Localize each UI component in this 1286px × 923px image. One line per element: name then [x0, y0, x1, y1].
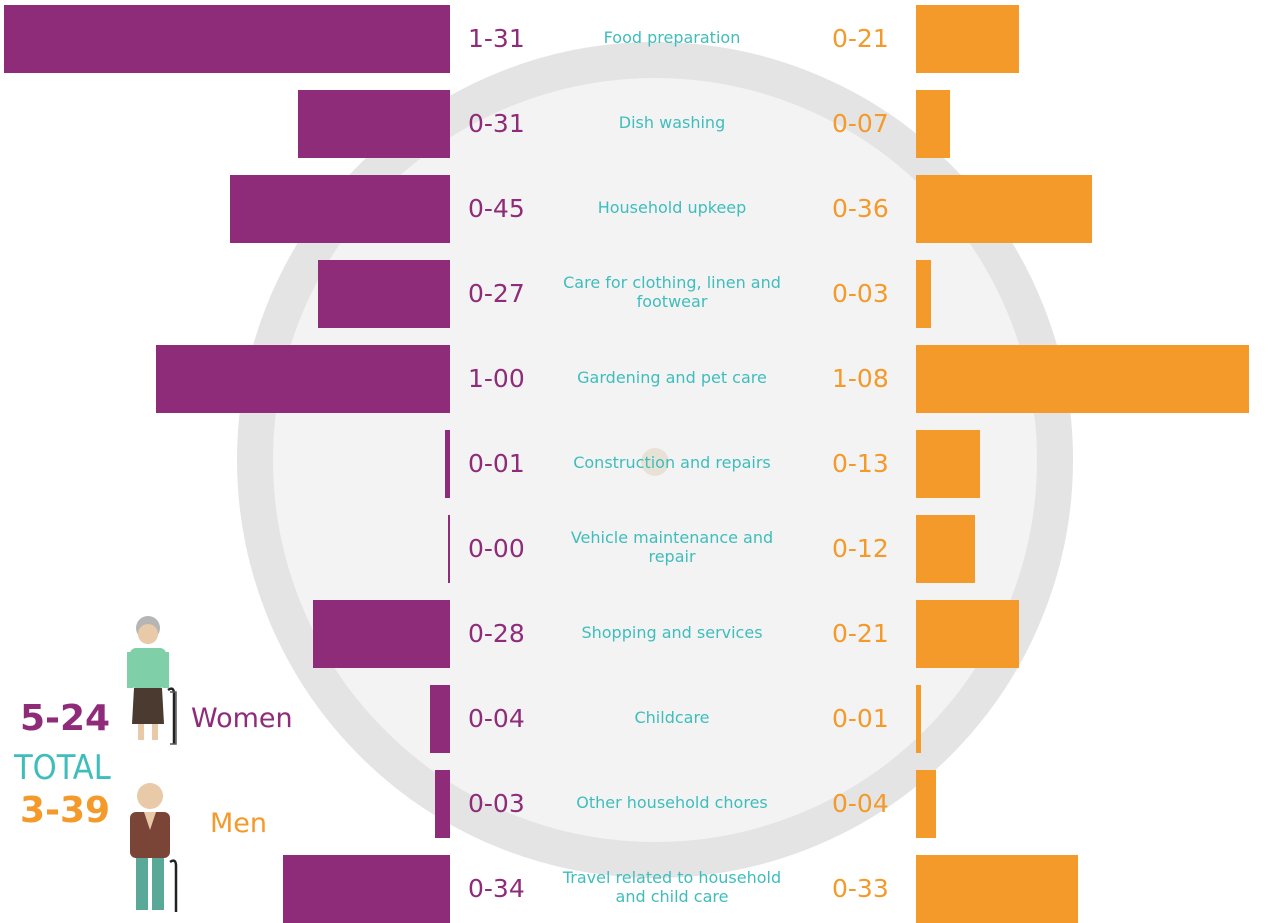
- bar: [283, 855, 450, 923]
- category-label: Care for clothing, linen and footwear: [563, 273, 781, 311]
- value-label: 0-31: [468, 109, 525, 138]
- value-label: 0-45: [468, 194, 525, 223]
- value-label: 0-00: [468, 534, 525, 563]
- category-label: Construction and repairs: [573, 452, 771, 472]
- value-label: 1-31: [468, 24, 525, 53]
- bar: [445, 430, 450, 498]
- woman-icon: [127, 616, 176, 744]
- value-label: 0-36: [832, 194, 889, 223]
- category-label: Household upkeep: [597, 197, 747, 217]
- bar: [448, 515, 450, 583]
- clock-center: [641, 448, 669, 476]
- bar: [435, 770, 450, 838]
- category-label: Shopping and services: [581, 622, 763, 642]
- value-label: 0-21: [832, 619, 889, 648]
- bar: [916, 430, 980, 498]
- category-label: Vehicle maintenance and repair: [570, 528, 774, 566]
- value-label: 0-07: [832, 109, 889, 138]
- bar: [317, 260, 450, 328]
- value-label: 1-08: [832, 364, 889, 393]
- value-label: 1-00: [468, 364, 525, 393]
- value-label: 0-28: [468, 619, 525, 648]
- value-label: 0-13: [832, 449, 889, 478]
- value-label: 0-12: [832, 534, 889, 563]
- category-label: Other household chores: [576, 792, 768, 812]
- bar: [298, 90, 450, 158]
- value-label: 0-34: [468, 874, 525, 903]
- value-label: 0-04: [468, 704, 525, 733]
- bar: [916, 685, 921, 753]
- value-label: 0-21: [832, 24, 889, 53]
- bar: [312, 600, 450, 668]
- value-label: 0-03: [832, 279, 889, 308]
- women-bracket: [170, 691, 177, 745]
- bar: [430, 685, 450, 753]
- category-label: Food preparation: [603, 27, 741, 47]
- bar: [916, 345, 1250, 413]
- value-label: 0-33: [832, 874, 889, 903]
- men-total: 3-39: [20, 790, 111, 831]
- total-title: TOTAL: [14, 748, 111, 788]
- bar: [916, 260, 931, 328]
- bar: [916, 600, 1019, 668]
- bar: [916, 515, 975, 583]
- bar: [916, 855, 1078, 923]
- women-total: 5-24: [20, 698, 111, 739]
- bar: [916, 770, 936, 838]
- category-label: Gardening and pet care: [577, 367, 767, 387]
- category-label: Dish washing: [618, 112, 726, 132]
- bar: [229, 175, 450, 243]
- legend-men: Men: [210, 808, 268, 839]
- legend-women: Women: [191, 703, 293, 734]
- value-label: 0-04: [832, 789, 889, 818]
- bar: [4, 5, 450, 73]
- man-icon: [130, 783, 178, 912]
- bar: [916, 5, 1019, 73]
- bar: [916, 175, 1093, 243]
- value-label: 0-01: [468, 449, 525, 478]
- value-label: 0-03: [468, 789, 525, 818]
- value-label: 0-27: [468, 279, 525, 308]
- bar: [916, 90, 951, 158]
- value-label: 0-01: [832, 704, 889, 733]
- category-label: Travel related to household and child ca…: [562, 868, 782, 906]
- category-label: Childcare: [634, 707, 710, 727]
- bar: [156, 345, 450, 413]
